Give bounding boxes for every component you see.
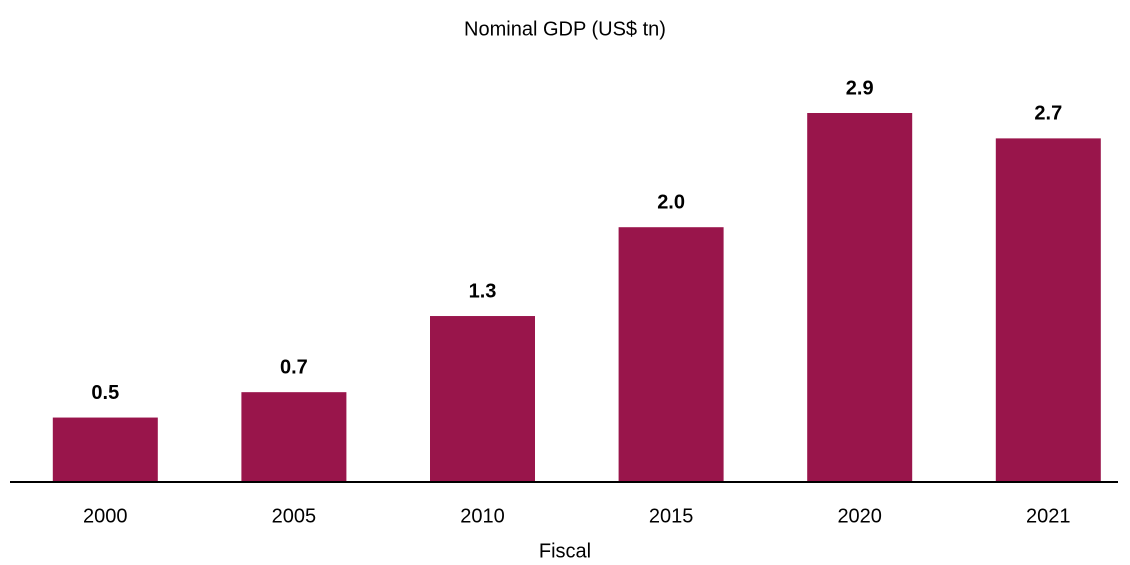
x-tick-label: 2010 xyxy=(460,505,505,527)
bar xyxy=(241,392,347,481)
bar xyxy=(807,113,913,481)
value-label: 2.0 xyxy=(657,191,685,213)
bar xyxy=(618,227,724,481)
value-label: 2.9 xyxy=(846,77,874,99)
bar xyxy=(52,417,158,481)
value-label: 0.5 xyxy=(91,382,119,404)
x-tick-label: 2020 xyxy=(837,505,882,527)
x-tick-label: 2015 xyxy=(649,505,694,527)
chart-title: Nominal GDP (US$ tn) xyxy=(464,18,666,40)
value-label: 0.7 xyxy=(280,356,308,378)
x-tick-label: 2005 xyxy=(272,505,317,527)
value-label: 1.3 xyxy=(469,280,497,302)
bar xyxy=(995,138,1101,481)
x-axis-label: Fiscal xyxy=(539,540,591,562)
value-label: 2.7 xyxy=(1034,103,1062,125)
bar xyxy=(430,316,535,481)
x-tick-label: 2000 xyxy=(83,505,128,527)
x-tick-label: 2021 xyxy=(1026,505,1071,527)
